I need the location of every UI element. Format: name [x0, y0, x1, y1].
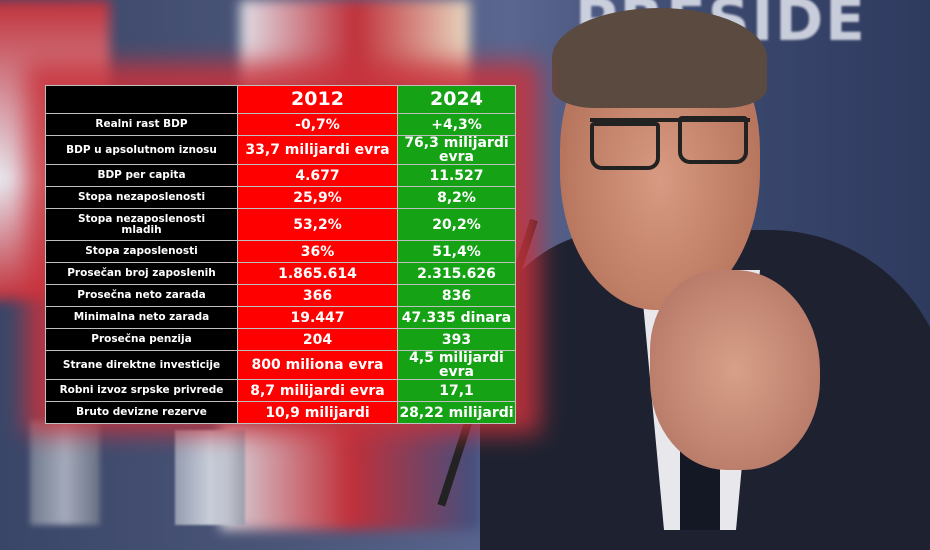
row-label: Minimalna neto zarada: [45, 306, 238, 329]
value-2012: 36%: [237, 240, 398, 263]
value-2012: 800 miliona evra: [237, 350, 398, 380]
water-glass: [175, 430, 245, 525]
water-bottle: [30, 420, 100, 525]
value-2012: 33,7 milijardi evra: [237, 135, 398, 165]
row-label: Strane direktne investicije: [45, 350, 238, 380]
table-row: Strane direktne investicije 800 miliona e…: [45, 350, 516, 380]
row-label: Stopa nezaposlenosti mladih: [45, 208, 238, 241]
row-label: Robni izvoz srpske privrede: [45, 379, 238, 402]
value-2024: 8,2%: [397, 186, 516, 209]
comparison-table: 2012 2024 Realni rast BDP -0,7% +4,3% BDP …: [45, 85, 516, 424]
table-row: BDP u apsolutnom iznosu 33,7 milijardi ev…: [45, 135, 516, 165]
table-row: Prosečna neto zarada 366 836: [45, 284, 516, 307]
row-label: Realni rast BDP: [45, 113, 238, 136]
value-2012: 204: [237, 328, 398, 351]
table-row: BDP per capita 4.677 11.527: [45, 164, 516, 187]
table-row: Stopa nezaposlenosti mladih 53,2% 20,2%: [45, 208, 516, 241]
row-label: Stopa zaposlenosti: [45, 240, 238, 263]
table-header-row: 2012 2024: [45, 85, 516, 114]
table-row: Minimalna neto zarada 19.447 47.335 dinara: [45, 306, 516, 329]
hair: [552, 8, 767, 108]
table-row: Bruto devizne rezerve 10,9 milijardi 28,22…: [45, 401, 516, 424]
row-label: Prosečna penzija: [45, 328, 238, 351]
value-2024: 20,2%: [397, 208, 516, 241]
value-2012: 19.447: [237, 306, 398, 329]
value-2024: 11.527: [397, 164, 516, 187]
value-2012: 4.677: [237, 164, 398, 187]
header-blank: [45, 85, 238, 114]
header-2012: 2012: [237, 85, 398, 114]
row-label: Prosečna neto zarada: [45, 284, 238, 307]
glasses: [590, 116, 750, 170]
value-2024: 47.335 dinara: [397, 306, 516, 329]
value-2012: 8,7 milijardi evra: [237, 379, 398, 402]
table-row: Robni izvoz srpske privrede 8,7 milijardi…: [45, 379, 516, 402]
hand: [650, 270, 820, 470]
value-2012: 1.865.614: [237, 262, 398, 285]
table-row: Stopa nezaposlenosti 25,9% 8,2%: [45, 186, 516, 209]
value-2024: 28,22 milijardi: [397, 401, 516, 424]
header-2024: 2024: [397, 85, 516, 114]
table-row: Prosečna penzija 204 393: [45, 328, 516, 351]
value-2012: -0,7%: [237, 113, 398, 136]
row-label: BDP u apsolutnom iznosu: [45, 135, 238, 165]
value-2024: 76,3 milijardi evra: [397, 135, 516, 165]
value-2024: 17,1: [397, 379, 516, 402]
value-2024: 4,5 milijardi evra: [397, 350, 516, 380]
table-row: Stopa zaposlenosti 36% 51,4%: [45, 240, 516, 263]
value-2024: 393: [397, 328, 516, 351]
speaker-photo: [437, 0, 930, 550]
value-2024: 2.315.626: [397, 262, 516, 285]
value-2012: 366: [237, 284, 398, 307]
value-2024: 836: [397, 284, 516, 307]
value-2012: 10,9 milijardi: [237, 401, 398, 424]
table-row: Realni rast BDP -0,7% +4,3%: [45, 113, 516, 136]
value-2012: 53,2%: [237, 208, 398, 241]
row-label: Bruto devizne rezerve: [45, 401, 238, 424]
value-2012: 25,9%: [237, 186, 398, 209]
row-label: BDP per capita: [45, 164, 238, 187]
row-label: Stopa nezaposlenosti: [45, 186, 238, 209]
value-2024: 51,4%: [397, 240, 516, 263]
background-flag-bottom: [220, 420, 480, 530]
table-row: Prosečan broj zaposlenih 1.865.614 2.315.6…: [45, 262, 516, 285]
value-2024: +4,3%: [397, 113, 516, 136]
row-label: Prosečan broj zaposlenih: [45, 262, 238, 285]
